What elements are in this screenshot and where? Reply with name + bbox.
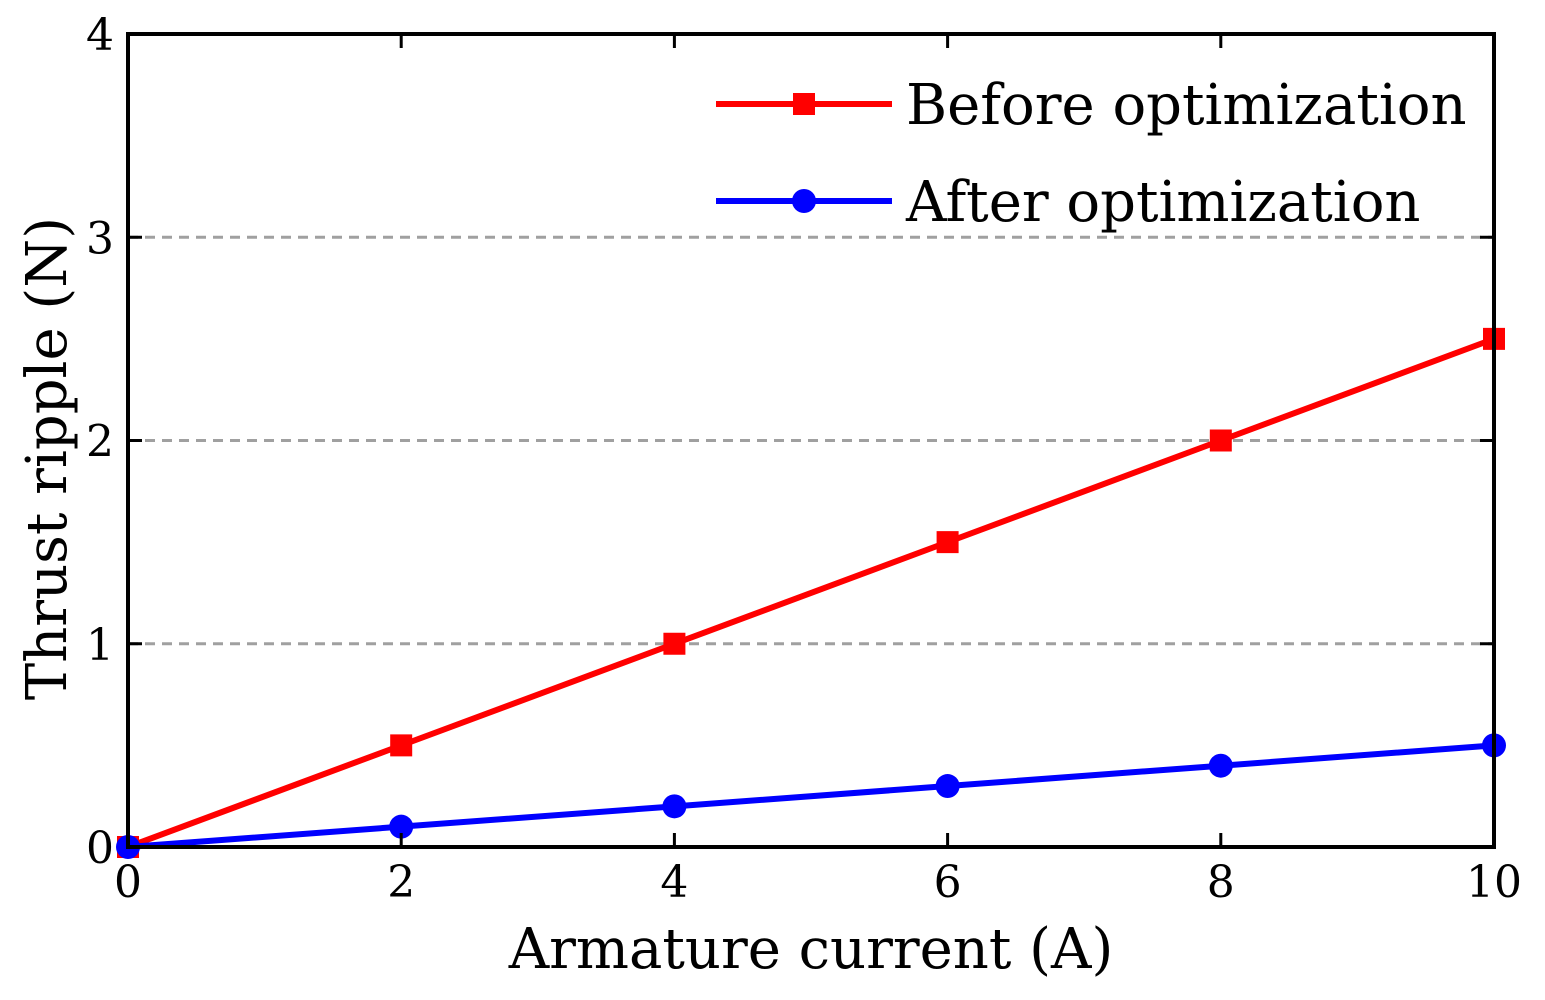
data-point-square [936,531,959,554]
legend-entry-after: After optimization [716,170,1420,235]
grid-lines [128,235,1494,646]
legend-entry-before: Before optimization [716,73,1467,138]
data-point-circle [389,814,414,839]
y-tick-label: 3 [86,213,114,264]
data-point-square [1209,429,1232,452]
axis-ticks [126,32,1496,849]
tick-labels: 0 2 4 6 8 10 0 1 2 3 4 [86,10,1522,908]
series-line-0 [126,336,1496,850]
y-tick-label: 2 [86,417,114,468]
data-point-circle [1208,753,1233,778]
y-tick-label: 4 [86,10,114,61]
y-tick-label: 1 [86,620,114,671]
data-point-circle [662,794,687,819]
x-tick-label: 4 [660,857,688,908]
x-tick-label: 2 [387,857,415,908]
legend-marker-after [792,189,816,213]
series-layer [116,327,1506,859]
y-axis-title: Thrust ripple (N) [15,217,80,700]
data-point-circle [935,774,960,799]
legend-marker-before [793,93,815,115]
y-tick-label: 0 [86,823,114,874]
legend-label-after: After optimization [905,170,1420,235]
data-point-square [390,734,413,757]
legend: Before optimization After optimization [716,73,1467,235]
series-line-1 [127,742,1495,850]
x-tick-label: 6 [934,857,962,908]
x-tick-label: 10 [1466,857,1522,908]
x-axis-title: Armature current (A) [508,917,1114,982]
legend-label-before: Before optimization [906,73,1467,138]
x-tick-label: 8 [1207,857,1235,908]
x-tick-label: 0 [114,857,142,908]
data-point-square [663,632,686,655]
